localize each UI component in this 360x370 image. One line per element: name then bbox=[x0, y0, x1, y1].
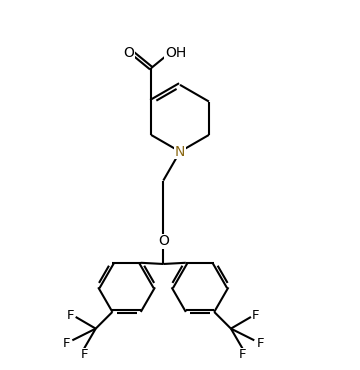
Text: O: O bbox=[158, 234, 169, 248]
Text: N: N bbox=[175, 145, 185, 159]
Text: F: F bbox=[80, 348, 88, 361]
Text: O: O bbox=[123, 46, 134, 60]
Text: F: F bbox=[239, 348, 246, 361]
Text: F: F bbox=[67, 309, 75, 322]
Text: F: F bbox=[257, 337, 264, 350]
Text: F: F bbox=[252, 309, 260, 322]
Text: F: F bbox=[63, 337, 70, 350]
Text: OH: OH bbox=[165, 46, 186, 60]
